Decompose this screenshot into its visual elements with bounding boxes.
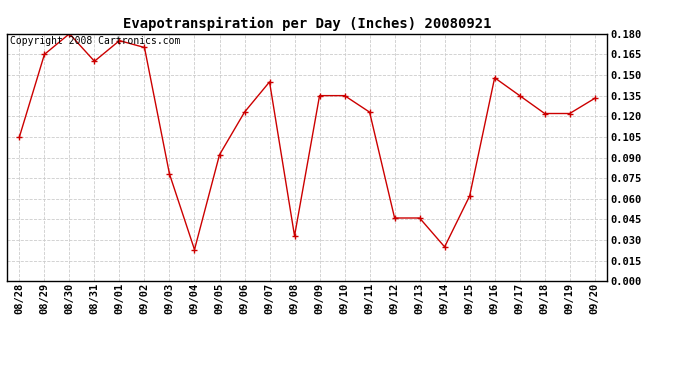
Title: Evapotranspiration per Day (Inches) 20080921: Evapotranspiration per Day (Inches) 2008… [123, 17, 491, 31]
Text: Copyright 2008 Cartronics.com: Copyright 2008 Cartronics.com [10, 36, 180, 46]
